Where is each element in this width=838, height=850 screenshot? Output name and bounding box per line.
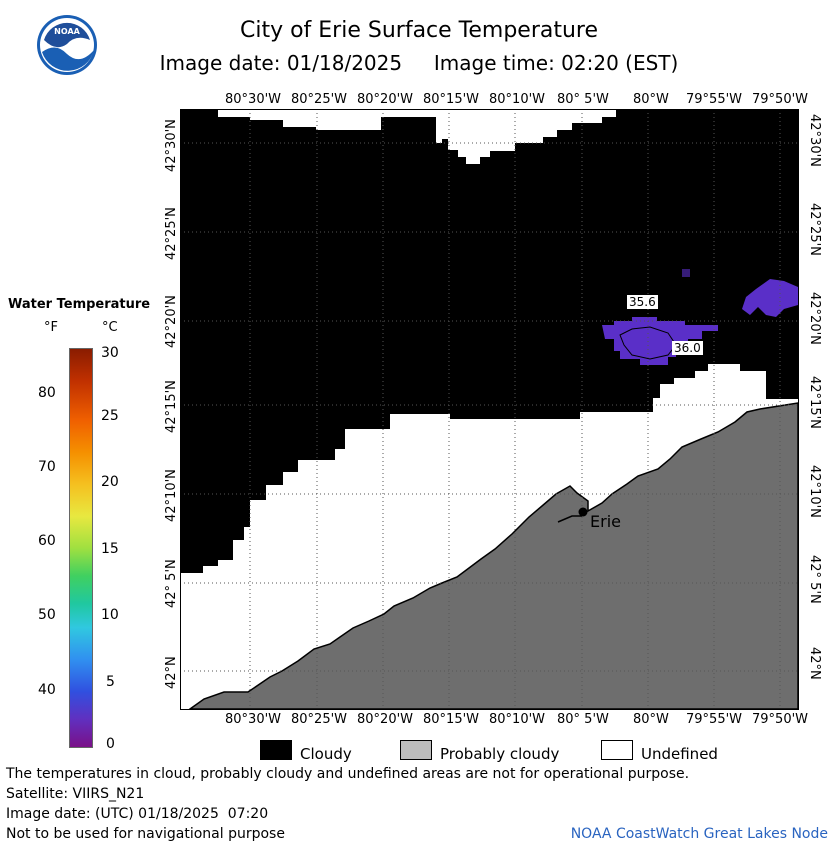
unit-c-label: °C: [102, 320, 118, 335]
lat-label-right: 42°25'N: [807, 203, 822, 256]
lon-label-top: 80° 5'W: [557, 92, 609, 107]
c-tick-label: 15: [101, 541, 119, 557]
footer-satellite: Satellite: VIIRS_N21: [6, 786, 145, 802]
legend-label-undefined: Undefined: [641, 745, 718, 763]
lat-label-right: 42° 5'N: [807, 555, 822, 604]
c-tick-label: 10: [101, 607, 119, 623]
lon-label-bottom: 80°30'W: [225, 712, 282, 727]
c-tick-label: 20: [101, 474, 119, 490]
cloud-region: [180, 109, 798, 573]
erie-marker: [578, 507, 588, 517]
lon-label-top: 79°55'W: [686, 92, 743, 107]
f-tick-label: 80: [38, 385, 56, 401]
lat-label-right: 42°30'N: [807, 114, 822, 167]
lon-label-bottom: 79°55'W: [686, 712, 743, 727]
footer-image-date: Image date: (UTC) 01/18/2025 07:20: [6, 806, 269, 822]
water-temp-pixel: [682, 269, 690, 277]
svg-text:NOAA: NOAA: [54, 27, 80, 36]
lat-label-left: 42°10'N: [164, 469, 179, 522]
lon-label-bottom: 80°10'W: [489, 712, 546, 727]
lon-label-bottom: 80°20'W: [357, 712, 414, 727]
lon-label-top: 80°10'W: [489, 92, 546, 107]
lat-label-left: 42°20'N: [164, 295, 179, 348]
credit-link[interactable]: NOAA CoastWatch Great Lakes Node: [570, 826, 828, 842]
f-tick-label: 40: [38, 682, 56, 698]
legend-swatch-undefined: [601, 740, 633, 760]
lat-label-right: 42°15'N: [807, 376, 822, 429]
f-tick-label: 70: [38, 459, 56, 475]
page-title: City of Erie Surface Temperature: [239, 18, 599, 43]
temp-label-2: 36.0: [672, 341, 703, 355]
lat-label-right: 42°N: [807, 647, 822, 680]
lon-label-top: 80°30'W: [225, 92, 282, 107]
lat-label-left: 42°15'N: [164, 380, 179, 433]
c-tick-label: 0: [106, 736, 115, 752]
lon-label-bottom: 80° 5'W: [557, 712, 609, 727]
image-date: Image date: 01/18/2025: [159, 51, 403, 75]
footer-nav-note: Not to be used for navigational purpose: [6, 826, 285, 842]
lon-label-bottom: 79°50'W: [752, 712, 809, 727]
lon-label-top: 80°W: [633, 92, 669, 107]
lon-label-bottom: 80°W: [633, 712, 669, 727]
lat-label-left: 42°25'N: [164, 207, 179, 260]
footer-note: The temperatures in cloud, probably clou…: [6, 766, 690, 782]
legend-swatch-cloudy: [260, 740, 292, 760]
c-tick-label: 25: [101, 408, 119, 424]
image-time: Image time: 02:20 (EST): [433, 51, 679, 75]
colorbar-title: Water Temperature: [8, 297, 151, 312]
unit-f-label: °F: [44, 320, 58, 335]
lat-label-left: 42°N: [164, 656, 179, 689]
lat-label-right: 42°10'N: [807, 465, 822, 518]
legend-swatch-probably-cloudy: [400, 740, 432, 760]
lon-label-top: 80°20'W: [357, 92, 414, 107]
noaa-logo: NOAA: [36, 14, 98, 76]
lat-label-left: 42°30'N: [164, 119, 179, 172]
city-label: Erie: [590, 512, 621, 531]
temperature-map: [180, 109, 798, 709]
lon-label-bottom: 80°25'W: [291, 712, 348, 727]
lon-label-top: 80°25'W: [291, 92, 348, 107]
c-tick-label: 30: [101, 345, 119, 361]
legend-label-cloudy: Cloudy: [300, 745, 352, 763]
water-temp-patch-east: [742, 279, 798, 317]
lon-label-top: 79°50'W: [752, 92, 809, 107]
image-datetime: Image date: 01/18/2025 Image time: 02:20…: [0, 51, 838, 75]
f-tick-label: 50: [38, 607, 56, 623]
lon-label-bottom: 80°15'W: [423, 712, 480, 727]
temp-label-1: 35.6: [627, 295, 658, 309]
lat-label-left: 42° 5'N: [164, 559, 179, 608]
f-tick-label: 60: [38, 533, 56, 549]
colorbar: [69, 348, 93, 748]
c-tick-label: 5: [106, 674, 115, 690]
lon-label-top: 80°15'W: [423, 92, 480, 107]
lat-label-right: 42°20'N: [807, 292, 822, 345]
legend-label-probably-cloudy: Probably cloudy: [440, 745, 560, 763]
land-region: [188, 402, 798, 709]
